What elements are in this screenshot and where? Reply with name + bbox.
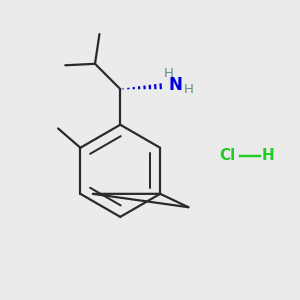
Text: H: H [184, 83, 194, 96]
Text: Cl: Cl [219, 148, 236, 164]
Text: N: N [169, 76, 183, 94]
Text: H: H [164, 67, 174, 80]
Text: H: H [262, 148, 275, 164]
